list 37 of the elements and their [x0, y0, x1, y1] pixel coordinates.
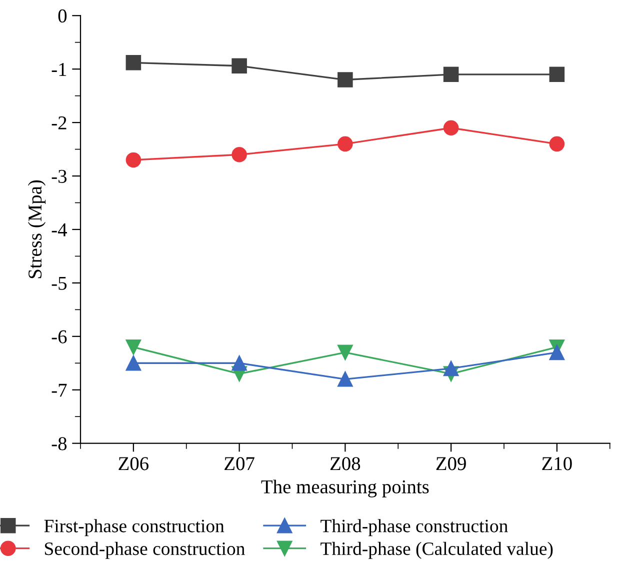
y-tick-label: -5: [52, 276, 67, 290]
point: [232, 58, 247, 74]
point: [232, 146, 247, 162]
legend-label: Second-phase construction: [44, 542, 245, 559]
y-tick-label: -6: [52, 330, 67, 344]
point: [338, 372, 353, 387]
point: [549, 66, 565, 82]
y-tick-label: -7: [52, 384, 67, 397]
legend-label: First-phase construction: [44, 519, 224, 536]
point: [443, 66, 459, 82]
point: [338, 136, 353, 152]
point: [549, 344, 565, 360]
point: [443, 360, 459, 376]
legend-label: Third-phase (Calculated value): [320, 542, 553, 559]
point: [338, 72, 353, 88]
point: [443, 120, 459, 136]
x-tick-label: Z09: [436, 457, 466, 470]
point: [126, 355, 142, 371]
x-tick-label: Z10: [542, 457, 572, 470]
y-tick-label: 0: [58, 9, 67, 23]
y-tick-label: -3: [52, 170, 67, 183]
y-tick-label: -4: [52, 223, 68, 236]
point: [126, 55, 142, 70]
point: [126, 339, 142, 355]
point: [549, 136, 565, 152]
x-tick-label: Z08: [330, 457, 360, 470]
x-axis-title: The measuring points: [261, 480, 429, 498]
y-tick-label: -2: [52, 116, 66, 130]
point: [232, 355, 247, 371]
x-tick-label: Z07: [224, 457, 254, 470]
y-tick-label: -8: [52, 437, 67, 450]
x-tick-label: Z06: [118, 457, 149, 470]
point: [126, 152, 142, 168]
y-tick-label: -1: [52, 62, 66, 76]
point: [338, 344, 353, 360]
legend-label: Third-phase construction: [320, 519, 508, 536]
y-axis-title: Stress (Mpa): [28, 180, 46, 278]
